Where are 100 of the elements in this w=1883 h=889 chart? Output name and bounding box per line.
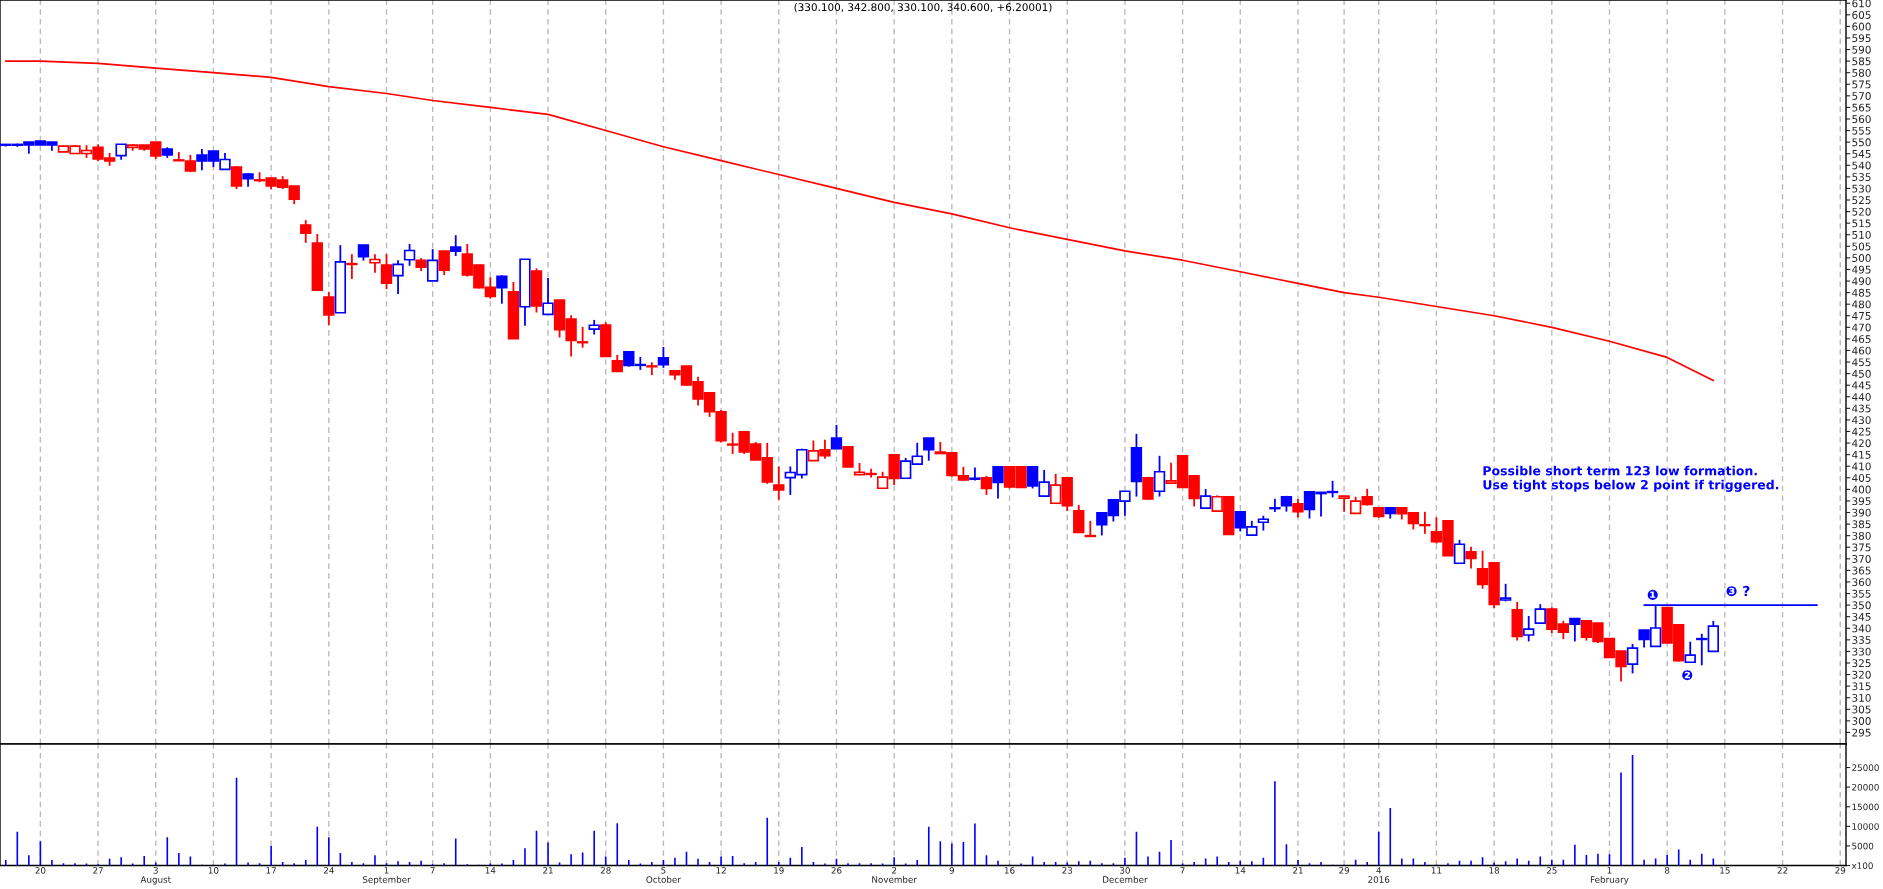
y-tick-label: 565 bbox=[1852, 103, 1871, 112]
y-tick-label: 445 bbox=[1852, 381, 1871, 390]
y-tick-label: 345 bbox=[1852, 612, 1871, 621]
y-tick-label: 465 bbox=[1852, 335, 1871, 343]
y-tick-label: 490 bbox=[1852, 277, 1871, 286]
x-tick-label: 29 bbox=[1835, 867, 1846, 874]
y-tick-label: 580 bbox=[1852, 68, 1871, 77]
x-tick-label: 20 bbox=[35, 867, 46, 874]
y-tick-label: 15000 bbox=[1852, 803, 1879, 811]
candlestick bbox=[657, 346, 670, 369]
annotation: ❶ bbox=[1647, 589, 1658, 600]
candlestick bbox=[830, 424, 843, 450]
candlestick bbox=[842, 445, 854, 469]
candlestick bbox=[1569, 617, 1581, 643]
y-tick-label: 520 bbox=[1852, 207, 1871, 216]
x-tick-label: 28 bbox=[600, 867, 611, 874]
candlestick bbox=[1465, 545, 1477, 570]
y-tick-label: 380 bbox=[1852, 531, 1871, 540]
candlestick bbox=[1534, 603, 1546, 625]
x-tick-label: 21 bbox=[543, 867, 553, 874]
x-tick-label: 7 bbox=[430, 867, 435, 874]
x-tick-label: 5 October bbox=[646, 867, 681, 883]
candlestick bbox=[923, 437, 935, 462]
candlestick bbox=[438, 250, 450, 276]
y-tick-label: 555 bbox=[1852, 126, 1871, 135]
candlestick bbox=[346, 253, 358, 280]
candlestick bbox=[1453, 538, 1466, 565]
y-tick-label: 330 bbox=[1852, 647, 1871, 656]
x-tick-label: 25 bbox=[1546, 867, 1557, 874]
candlestick bbox=[380, 253, 393, 291]
y-tick-label: 300 bbox=[1852, 717, 1871, 725]
chart-title: (330.100, 342.800, 330.100, 340.600, +6.20001) bbox=[794, 2, 1052, 13]
y-tick-label: 500 bbox=[1852, 254, 1871, 262]
y-tick-label: 605 bbox=[1852, 11, 1871, 19]
y-tick-label: 405 bbox=[1852, 474, 1871, 482]
y-tick-label: 375 bbox=[1852, 543, 1871, 552]
y-tick-label: 540 bbox=[1852, 161, 1871, 170]
x-tick-label: 2 November bbox=[872, 867, 917, 883]
y-tick-label: 320 bbox=[1852, 670, 1871, 679]
y-tick-label: 600 bbox=[1852, 22, 1871, 31]
y-tick-label: 475 bbox=[1852, 312, 1871, 320]
x-tick-label: 7 bbox=[1180, 867, 1185, 874]
candlestick bbox=[426, 248, 439, 282]
x-tick-label: 1 September bbox=[362, 867, 411, 885]
candlestick bbox=[773, 465, 785, 501]
y-tick-label: 410 bbox=[1852, 462, 1871, 471]
y-tick-label: 575 bbox=[1852, 80, 1871, 89]
y-tick-label: 495 bbox=[1852, 265, 1871, 274]
x-tick-label: 29 bbox=[1339, 867, 1350, 874]
y-tick-label: 400 bbox=[1852, 485, 1871, 494]
x-tick-label: 27 bbox=[93, 867, 103, 874]
y-tick-label: 510 bbox=[1852, 230, 1871, 239]
annotation: ❸ ? bbox=[1726, 585, 1750, 597]
x-tick-label: 1 February bbox=[1590, 867, 1629, 885]
y-tick-label: 535 bbox=[1852, 173, 1871, 181]
candlestick bbox=[230, 165, 243, 191]
candlestick bbox=[980, 475, 993, 496]
candlestick bbox=[1338, 495, 1350, 513]
y-tick-label: 295 bbox=[1852, 728, 1871, 737]
candlestick bbox=[1073, 503, 1085, 534]
y-tick-label: 545 bbox=[1852, 150, 1871, 158]
x-tick-label: 16 bbox=[1004, 867, 1015, 874]
candlestick bbox=[542, 277, 554, 316]
y-tick-label: 370 bbox=[1852, 555, 1871, 563]
y-tick-label: 20000 bbox=[1852, 783, 1879, 791]
y-tick-label: 435 bbox=[1852, 404, 1871, 413]
y-tick-label: 455 bbox=[1852, 358, 1871, 367]
x-tick-label: 19 bbox=[774, 867, 784, 874]
candlestick bbox=[1292, 498, 1304, 519]
y-tick-label: 365 bbox=[1852, 566, 1871, 575]
y-tick-label: 560 bbox=[1852, 115, 1871, 124]
y-tick-label: 315 bbox=[1852, 682, 1871, 691]
x-tick-label: 23 bbox=[1062, 867, 1073, 874]
y-tick-label: 5000 bbox=[1852, 842, 1874, 850]
x-tick-label: 9 bbox=[949, 867, 955, 874]
candlestick bbox=[323, 291, 335, 326]
candlestick bbox=[403, 243, 416, 267]
x-tick-label: 22 bbox=[1777, 867, 1788, 874]
y-tick-label: 355 bbox=[1852, 589, 1871, 598]
y-tick-label: 595 bbox=[1852, 34, 1871, 43]
candlestick bbox=[992, 466, 1004, 500]
y-tick-label: 440 bbox=[1852, 393, 1871, 401]
y-tick-label: 390 bbox=[1852, 508, 1871, 517]
candlestick bbox=[1684, 640, 1696, 664]
candlestick bbox=[496, 274, 508, 305]
candlestick bbox=[450, 234, 462, 257]
annotation: Possible short term 123 low formation. Use tight stops below 2 point if triggered. bbox=[1483, 465, 1779, 492]
x-tick-label: 26 bbox=[831, 867, 842, 874]
x-tick-label: 30 December bbox=[1103, 867, 1148, 883]
candlestick bbox=[576, 325, 589, 349]
y-tick-label: 470 bbox=[1852, 323, 1871, 332]
y-tick-label: 450 bbox=[1852, 369, 1871, 378]
y-tick-label: 570 bbox=[1852, 92, 1871, 100]
y-tick-label: 525 bbox=[1852, 196, 1871, 205]
y-tick-label: 530 bbox=[1852, 184, 1871, 193]
y-tick-label: 505 bbox=[1852, 242, 1871, 251]
candlestick bbox=[1626, 643, 1639, 675]
y-tick-label: 395 bbox=[1852, 497, 1871, 506]
x-tick-label: 3 August bbox=[140, 867, 171, 885]
x-tick-label: 24 bbox=[323, 867, 334, 874]
